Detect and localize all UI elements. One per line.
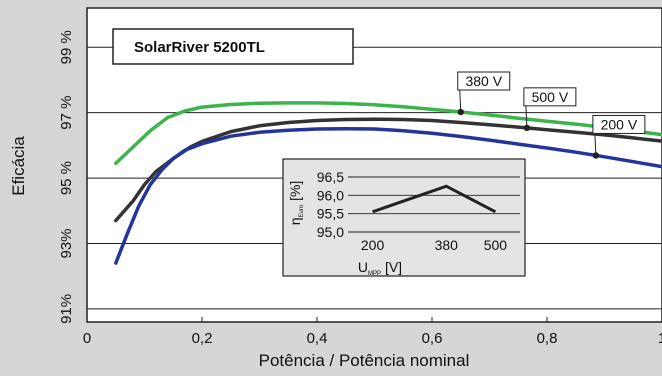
x-axis-ticks: 0 0,2 0,4 0,6 0,8 1: [83, 317, 662, 347]
series-label-box: [523, 87, 577, 107]
inset-x-title: UMPP [V]: [358, 259, 402, 277]
y-axis-ticks: 91% 93% 95 % 97 % 99 %: [58, 30, 75, 324]
inset-y-tick-label: 96,5: [317, 169, 344, 185]
series-label: 200 V: [601, 116, 638, 132]
series-marker: [523, 124, 531, 132]
inset-y-tick-label: 95,5: [317, 206, 344, 222]
x-tick-label: 0,2: [192, 330, 213, 347]
inset-y-ticks: 95,0 95,5 96,0 96,5: [317, 169, 344, 240]
series-label-box: [592, 114, 646, 134]
series-markers: 380 V 500 V 200 V: [457, 71, 646, 159]
inset-x-tick-label: 500: [484, 237, 508, 253]
inset-series-line: [372, 184, 497, 214]
series-lines: [114, 101, 662, 265]
series-line-0: [114, 101, 662, 166]
series-label: 380 V: [465, 73, 502, 89]
chart-title-box: SolarRiver 5200TL: [112, 28, 354, 65]
series-label-box: [457, 71, 511, 91]
inset-panel: [282, 158, 526, 277]
y-tick-label: 93%: [58, 228, 75, 258]
inset-x-tick-label: 200: [361, 237, 385, 253]
x-axis-title: Potência / Potência nominal: [259, 351, 470, 370]
series-marker: [457, 108, 464, 116]
y-tick-label: 97 %: [58, 96, 75, 130]
inset-grid: [348, 176, 520, 233]
y-tick-label: 91%: [58, 294, 75, 324]
series-label-leader: [525, 105, 528, 128]
x-tick-label: 0,6: [422, 330, 443, 347]
x-tick-label: 1: [658, 330, 662, 347]
x-tick-label: 0: [83, 330, 91, 347]
chart-title: SolarRiver 5200TL: [134, 39, 265, 56]
inset-x-ticks: 200 380 500: [361, 237, 507, 253]
y-tick-label: 99 %: [58, 30, 75, 64]
series-marker: [592, 152, 600, 159]
x-tick-label: 0,4: [307, 330, 328, 347]
series-line-2: [114, 126, 662, 265]
inset-y-tick-label: 96,0: [317, 187, 344, 203]
y-tick-label: 95 %: [58, 161, 75, 195]
inset-y-tick-label: 95,0: [317, 224, 344, 240]
inset-chart: 95,0 95,5 96,0 96,5 200 380 500 UMPP [V] ηEur…: [282, 158, 526, 277]
inset-series-line-0: [372, 184, 497, 214]
series-label-leader: [459, 89, 462, 113]
inset-y-title: ηEuro [%]: [287, 181, 305, 226]
inset-x-tick-label: 380: [435, 237, 459, 253]
series-label: 500 V: [532, 89, 569, 105]
x-tick-label: 0,8: [537, 330, 558, 347]
y-axis-title: Eficácia: [9, 136, 28, 196]
series-label-leader: [594, 133, 597, 156]
